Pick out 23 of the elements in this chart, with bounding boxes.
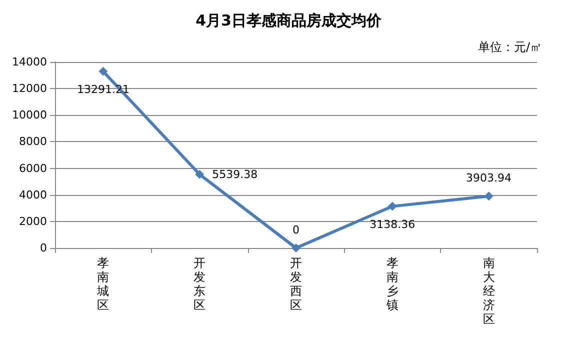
- point: [388, 202, 397, 211]
- x-tick-label: 孝南乡镇: [385, 256, 398, 312]
- y-tick-label: 2000: [19, 214, 47, 228]
- x-tick-label: 南大经济区: [482, 256, 495, 326]
- y-tick-label: 10000: [12, 108, 47, 122]
- x-tick-label: 开发东区: [194, 256, 206, 312]
- y-tick-label: 6000: [19, 162, 47, 175]
- x-tick-label: 孝南城区: [96, 256, 110, 312]
- y-tick-label: 8000: [19, 135, 47, 148]
- chart-subtitle: 单位：元/㎡: [478, 40, 542, 54]
- y-tick-label: 14000: [12, 56, 47, 68]
- data-label: 0: [292, 224, 300, 236]
- data-label: 3138.36: [370, 218, 416, 231]
- point: [98, 66, 108, 76]
- point: [292, 244, 300, 252]
- chart-title: 4月3日孝感商品房成交均价: [196, 12, 382, 30]
- x-tick-label: 开发西区: [290, 256, 302, 312]
- point: [195, 170, 204, 179]
- y-tick-label: 0: [40, 242, 47, 254]
- data-label: 3903.94: [466, 172, 512, 185]
- data-label: 5539.38: [212, 168, 258, 181]
- y-tick-label: 4000: [19, 188, 47, 202]
- y-tick-label: 12000: [12, 82, 47, 96]
